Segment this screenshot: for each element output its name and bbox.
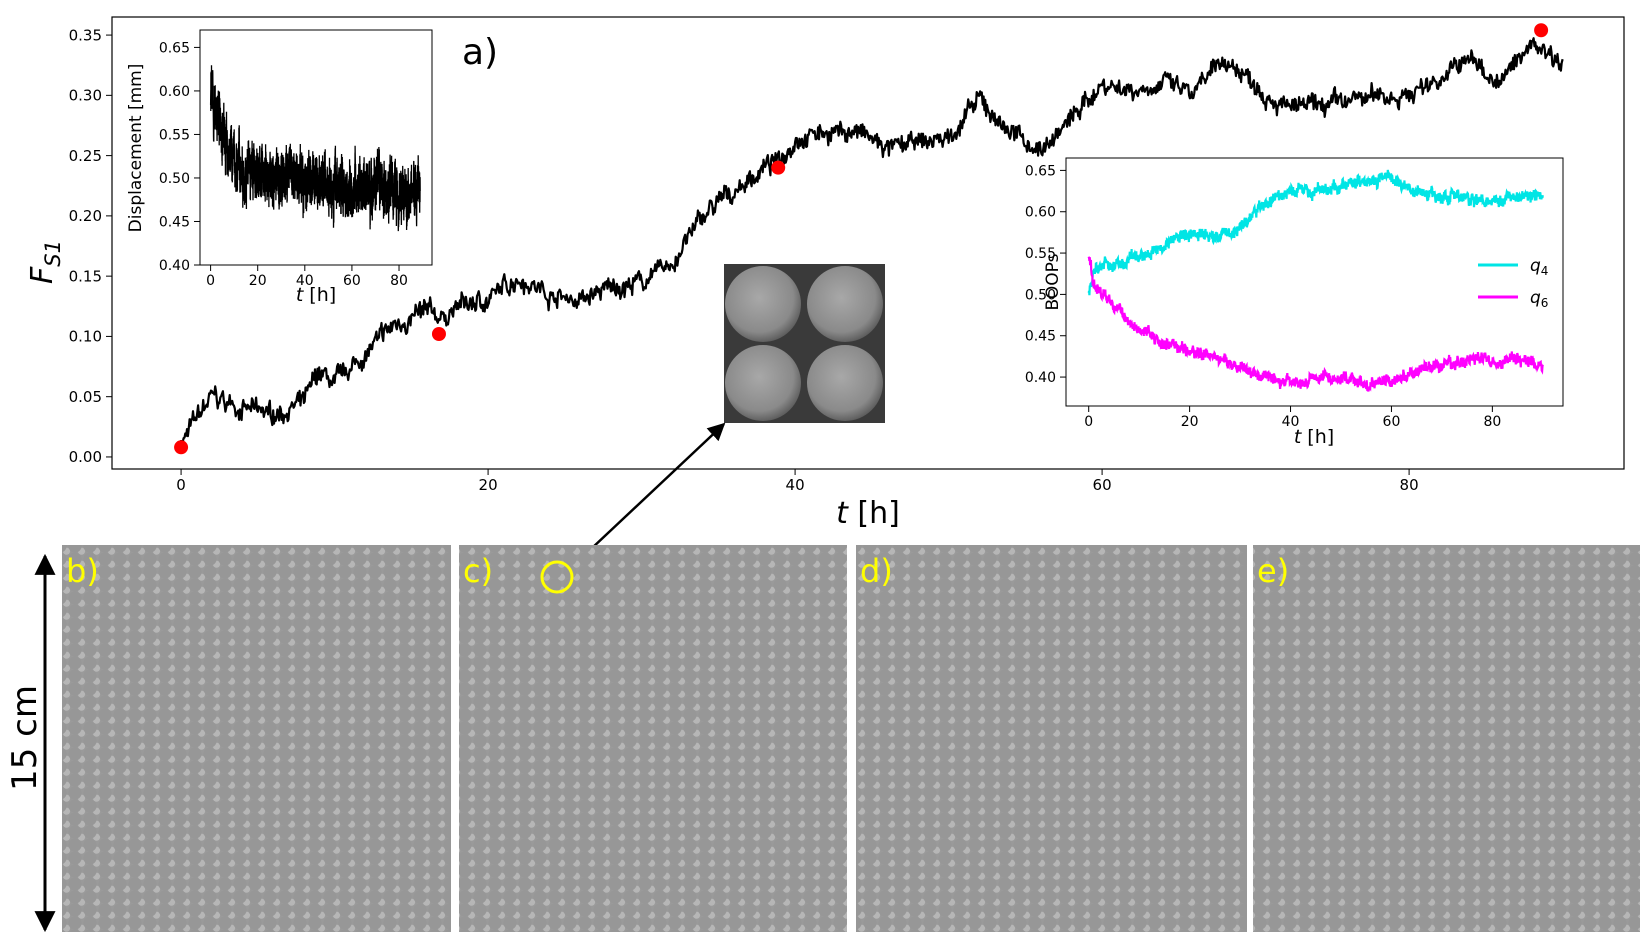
main-y-tick-label: 0.15	[69, 267, 102, 285]
red-marker	[431, 327, 446, 342]
snapshot-c-label: c)	[463, 552, 493, 590]
panel-label-a: a)	[462, 32, 498, 73]
zoom-bead	[807, 345, 883, 421]
main-y-tick-label: 0.10	[69, 328, 102, 346]
red-marker	[771, 160, 786, 175]
inset1-x-ticks: 0 20 40 60 80	[206, 265, 408, 289]
inset2-y-tick-label: 0.55	[1025, 246, 1056, 262]
inset2-y-tick-label: 0.40	[1025, 370, 1056, 386]
main-y-tick-label: 0.30	[69, 87, 102, 105]
inset2-x-tick-label: 60	[1383, 414, 1401, 430]
inset1-x-axis-label: t [h]	[296, 284, 336, 306]
inset1-y-ticks: 0.40 0.45 0.50 0.55 0.60 0.65	[159, 40, 200, 274]
q4-series-line	[1087, 169, 1544, 296]
inset2-x-tick-label: 20	[1181, 414, 1199, 430]
zoom-bead	[807, 266, 883, 342]
legend-label-q6: q6	[1530, 288, 1548, 310]
main-x-tick-label: 20	[479, 476, 498, 494]
snapshot-b-label: b)	[66, 552, 99, 590]
main-y-tick-label: 0.05	[69, 388, 102, 406]
main-y-tick-label: 0.00	[69, 448, 102, 466]
inset2-x-tick-label: 80	[1483, 414, 1501, 430]
zoom-arrow	[573, 422, 726, 566]
inset1-x-tick-label: 0	[206, 273, 215, 289]
inset2-plot-frame	[1065, 157, 1564, 407]
highlight-circle	[540, 560, 574, 594]
legend-label-q4: q4	[1530, 256, 1548, 278]
inset1-y-tick-label: 0.55	[159, 127, 190, 143]
inset1-x-tick-label: 20	[249, 273, 267, 289]
snapshot-d-image	[856, 545, 1247, 932]
boops-inset-chart: 0 20 40 60 80 0.40 0.45 0.50 0.55 0.60 0.65 q4 q6…	[1025, 157, 1564, 448]
inset1-y-tick-label: 0.60	[159, 84, 190, 100]
inset2-y-tick-label: 0.50	[1025, 287, 1056, 303]
main-marker-group	[174, 23, 1549, 455]
inset2-x-tick-label: 0	[1084, 414, 1093, 430]
snapshot-c: c)	[459, 545, 847, 932]
snapshot-d-label: d)	[860, 552, 893, 590]
inset1-y-tick-label: 0.65	[159, 40, 190, 56]
inset1-x-tick-label: 60	[343, 273, 361, 289]
main-x-axis-label: t [h]	[836, 496, 900, 531]
red-marker	[1534, 23, 1549, 38]
snapshot-e: e)	[1253, 545, 1640, 932]
main-y-tick-label: 0.20	[69, 207, 102, 225]
displacement-inset-chart: 0 20 40 60 80 0.40 0.45 0.50 0.55 0.60 0.65 t [h]…	[126, 29, 433, 306]
main-y-tick-label: 0.25	[69, 147, 102, 165]
inset2-x-ticks: 0 20 40 60 80	[1084, 406, 1501, 430]
main-y-axis-label: FS1	[25, 240, 65, 284]
main-x-tick-label: 60	[1093, 476, 1112, 494]
zoom-bead	[725, 345, 801, 421]
inset1-y-axis-label: Displacement [mm]	[126, 64, 146, 233]
inset2-y-ticks: 0.40 0.45 0.50 0.55 0.60 0.65	[1025, 163, 1066, 386]
inset2-x-tick-label: 40	[1282, 414, 1300, 430]
red-marker	[174, 440, 189, 455]
main-chart: 0 20 40 60 80 0.000.050.100.150.200.250.300.…	[25, 16, 1625, 531]
zoom-bead	[725, 266, 801, 342]
snapshot-b: b)	[62, 545, 451, 932]
main-y-ticks: 0.00 0.05 0.10 0.15 0.20 0.25 0.30 0.35	[69, 26, 112, 466]
inset2-y-axis-label: BOOPs	[1043, 253, 1063, 310]
snapshot-c-image	[459, 545, 847, 932]
inset1-x-tick-label: 40	[296, 273, 314, 289]
main-x-tick-label: 0	[176, 476, 186, 494]
scale-bar-label: 15 cm	[5, 685, 45, 791]
inset2-y-tick-label: 0.45	[1025, 329, 1056, 345]
main-y-tick-label: 0.35	[69, 26, 102, 44]
main-plot-frame	[111, 16, 1625, 470]
inset1-y-tick-label: 0.45	[159, 214, 190, 230]
inset1-y-tick-label: 0.50	[159, 171, 190, 187]
displacement-series-line	[209, 65, 421, 232]
q6-series-line	[1087, 256, 1544, 393]
inset2-y-tick-label: 0.60	[1025, 205, 1056, 221]
main-x-tick-label: 80	[1400, 476, 1419, 494]
inset2-x-axis-label: t [h]	[1294, 426, 1334, 448]
zoom-thumbnail	[724, 264, 885, 423]
boops-legend: q4 q6	[1478, 256, 1548, 310]
inset1-y-tick-label: 0.40	[159, 258, 190, 274]
snapshot-b-image	[62, 545, 451, 932]
inset1-plot-frame	[199, 29, 433, 266]
main-series-line	[180, 37, 1564, 452]
snapshot-d: d)	[856, 545, 1247, 932]
inset1-x-tick-label: 80	[390, 273, 408, 289]
inset2-y-tick-label: 0.65	[1025, 163, 1056, 179]
main-x-ticks: 0 20 40 60 80	[176, 469, 1419, 494]
snapshot-e-label: e)	[1257, 552, 1289, 590]
main-x-tick-label: 40	[786, 476, 805, 494]
snapshot-e-image	[1253, 545, 1640, 932]
